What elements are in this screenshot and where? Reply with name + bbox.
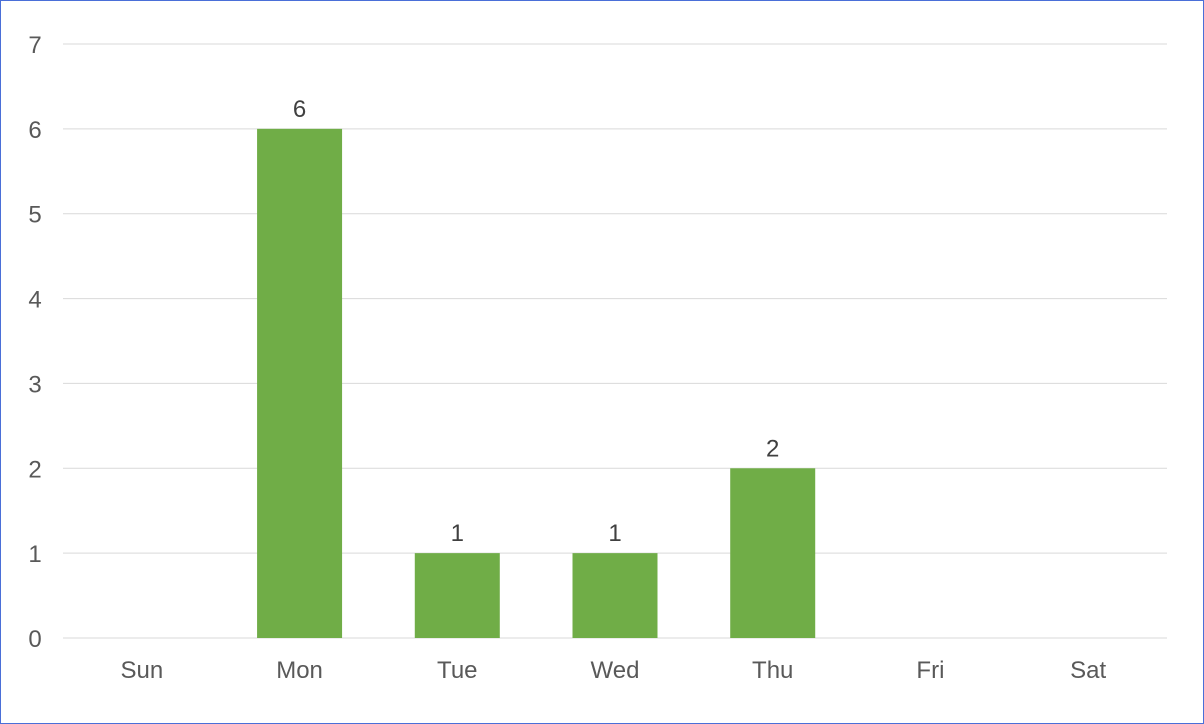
- bar-tue: [414, 553, 500, 638]
- bar-wed: [572, 553, 658, 638]
- y-tick-label: 1: [28, 541, 41, 568]
- data-labels: 6 1 1 2: [293, 96, 780, 547]
- x-tick-label-sat: Sat: [1070, 657, 1106, 684]
- data-label-tue: 1: [451, 520, 464, 547]
- data-label-mon: 6: [293, 96, 306, 123]
- data-label-thu: 2: [766, 435, 779, 462]
- x-tick-label-thu: Thu: [752, 657, 793, 684]
- y-axis-tick-labels: 0 1 2 3 4 5 6 7: [28, 32, 41, 653]
- x-tick-label-tue: Tue: [437, 657, 477, 684]
- y-tick-label: 2: [28, 456, 41, 483]
- y-tick-label: 5: [28, 202, 41, 229]
- data-label-wed: 1: [608, 520, 621, 547]
- x-axis-tick-labels: Sun Mon Tue Wed Thu Fri Sat: [121, 657, 1107, 684]
- y-tick-label: 3: [28, 371, 41, 398]
- y-tick-label: 7: [28, 32, 41, 59]
- x-tick-label-fri: Fri: [916, 657, 944, 684]
- bar-mon: [257, 128, 343, 638]
- bar-thu: [730, 468, 816, 638]
- y-tick-label: 0: [28, 626, 41, 653]
- bars: [257, 128, 816, 638]
- y-tick-label: 4: [28, 287, 41, 314]
- x-tick-label-wed: Wed: [591, 657, 640, 684]
- x-tick-label-mon: Mon: [276, 657, 323, 684]
- x-tick-label-sun: Sun: [121, 657, 164, 684]
- y-tick-label: 6: [28, 117, 41, 144]
- gridlines: [63, 43, 1167, 639]
